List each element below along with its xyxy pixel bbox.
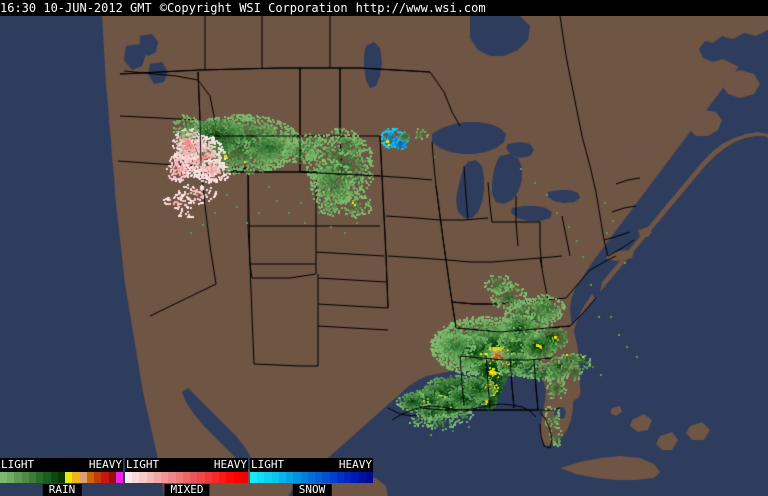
legend-swatch	[226, 472, 234, 483]
legend-swatch	[344, 472, 352, 483]
legend-swatch	[175, 472, 183, 483]
legend-swatch	[190, 472, 198, 483]
legend-swatch	[240, 472, 248, 483]
header-spacer-1	[152, 0, 160, 16]
header-copyright: ©Copyright WSI Corporation	[159, 1, 348, 15]
legend-swatch	[322, 472, 330, 483]
radar-map-canvas[interactable]	[0, 16, 768, 496]
legend-swatch	[21, 472, 29, 483]
legend-swatch	[108, 472, 116, 483]
legend-swatch	[139, 472, 147, 483]
legend-rain-title: RAIN	[42, 484, 82, 496]
legend-swatch	[94, 472, 102, 483]
legend-swatch	[7, 472, 15, 483]
legend-swatch	[86, 472, 95, 483]
legend-rain-scale-labels: LIGHT HEAVY	[0, 458, 123, 472]
legend-swatch	[0, 472, 8, 483]
legend-snow-light-label: LIGHT	[251, 458, 285, 471]
legend-mixed-scale-labels: LIGHT HEAVY	[125, 458, 248, 472]
legend-swatch	[101, 472, 109, 483]
legend-swatch	[300, 472, 308, 483]
legend-swatch	[233, 472, 241, 483]
legend-swatch	[211, 472, 220, 483]
legend-swatch	[358, 472, 366, 483]
legend-mixed[interactable]: LIGHT HEAVY MIXED	[125, 458, 248, 496]
legend-swatch	[79, 472, 87, 483]
legend-swatch	[146, 472, 154, 483]
legend-mixed-gradient	[125, 472, 248, 483]
legend-swatch	[329, 472, 337, 483]
legend-swatch	[351, 472, 359, 483]
legend-swatch	[197, 472, 205, 483]
legend-swatch	[182, 472, 191, 483]
legend-swatch	[204, 472, 212, 483]
legend-rain-heavy-label: HEAVY	[88, 458, 122, 471]
legend-bar: LIGHT HEAVY RAIN LIGHT HEAVY MIXED LIGHT…	[0, 458, 768, 496]
legend-mixed-heavy-label: HEAVY	[213, 458, 247, 471]
legend-swatch	[257, 472, 265, 483]
legend-mixed-light-label: LIGHT	[126, 458, 160, 471]
legend-snow-title: SNOW	[292, 484, 332, 496]
legend-swatch	[271, 472, 279, 483]
header-spacer-2	[348, 0, 356, 16]
legend-swatch	[115, 472, 123, 483]
legend-snow[interactable]: LIGHT HEAVY SNOW	[250, 458, 373, 496]
legend-swatch	[50, 472, 58, 483]
legend-swatch	[168, 472, 176, 483]
legend-swatch	[36, 472, 44, 483]
legend-swatch	[14, 472, 22, 483]
legend-swatch	[57, 472, 66, 483]
legend-swatch	[336, 472, 345, 483]
legend-swatch	[278, 472, 287, 483]
legend-swatch	[65, 472, 73, 483]
legend-swatch	[28, 472, 37, 483]
legend-snow-gradient	[250, 472, 373, 483]
legend-swatch	[264, 472, 272, 483]
legend-snow-scale-labels: LIGHT HEAVY	[250, 458, 373, 472]
legend-swatch	[43, 472, 51, 483]
legend-swatch	[125, 472, 133, 483]
legend-swatch	[286, 472, 294, 483]
legend-swatch	[315, 472, 323, 483]
legend-swatch	[219, 472, 227, 483]
legend-swatch	[250, 472, 258, 483]
radar-map[interactable]	[0, 16, 768, 496]
legend-rain[interactable]: LIGHT HEAVY RAIN	[0, 458, 123, 496]
header-bar: 16:30 10-JUN-2012 GMT ©Copyright WSI Cor…	[0, 0, 768, 16]
header-url: http://www.wsi.com	[355, 1, 486, 15]
legend-swatch	[365, 472, 373, 483]
legend-swatch	[72, 472, 80, 483]
legend-swatch	[307, 472, 316, 483]
legend-swatch	[293, 472, 301, 483]
legend-mixed-title: MIXED	[164, 484, 210, 496]
legend-rain-light-label: LIGHT	[1, 458, 35, 471]
header-timestamp: 16:30 10-JUN-2012 GMT	[0, 1, 152, 15]
legend-swatch	[132, 472, 140, 483]
legend-swatch	[161, 472, 169, 483]
legend-swatch	[153, 472, 162, 483]
legend-snow-heavy-label: HEAVY	[338, 458, 372, 471]
legend-rain-gradient	[0, 472, 123, 483]
